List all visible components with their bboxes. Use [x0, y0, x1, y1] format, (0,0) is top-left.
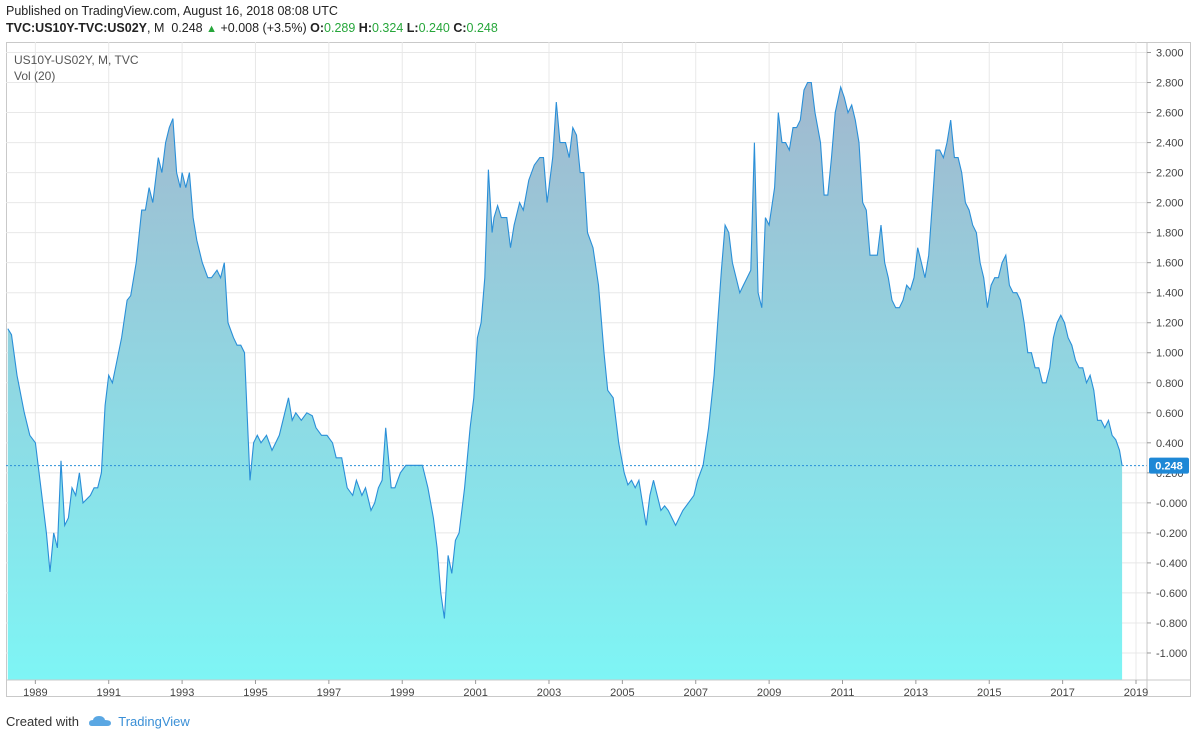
- legend-volume[interactable]: Vol (20): [14, 69, 56, 83]
- x-tick-label: 2009: [757, 687, 781, 699]
- interval-label[interactable]: M: [153, 21, 165, 35]
- y-tick-label: 2.600: [1156, 108, 1184, 120]
- y-tick-label: 1.200: [1156, 318, 1184, 330]
- y-tick-label: 1.600: [1156, 258, 1184, 270]
- high-value: 0.324: [372, 21, 404, 35]
- last-value-badge-label: 0.248: [1155, 461, 1183, 473]
- high-label: H:: [358, 21, 372, 35]
- y-tick-label: -0.200: [1156, 528, 1187, 540]
- area-fill: [7, 82, 1123, 680]
- y-axis[interactable]: 3.000 2.800 2.600 2.400 2.200 2.000 1.800 1.600…: [1146, 42, 1187, 697]
- x-tick-label: 1993: [170, 687, 194, 699]
- y-tick-label: 3.000: [1156, 48, 1184, 60]
- y-tick-label: -1.000: [1156, 648, 1187, 660]
- x-tick-label: 2017: [1050, 687, 1074, 699]
- x-tick-label: 2001: [463, 687, 487, 699]
- close-label: C:: [453, 21, 467, 35]
- y-tick-label: 2.200: [1156, 168, 1184, 180]
- y-tick-label: 0.800: [1156, 378, 1184, 390]
- series-line: [7, 81, 1123, 619]
- x-tick-label: 1995: [243, 687, 267, 699]
- last-value-badge: 0.248: [1149, 457, 1189, 474]
- tradingview-cloud-icon: [88, 716, 111, 726]
- x-tick-label: 2003: [537, 687, 561, 699]
- y-tick-label: -0.400: [1156, 558, 1187, 570]
- open-label: O:: [310, 21, 325, 35]
- published-note: Published on TradingView.com, August 16,…: [6, 4, 338, 18]
- x-tick-label: 1997: [317, 687, 341, 699]
- y-tick-label: 0.600: [1156, 408, 1184, 420]
- legend-series[interactable]: US10Y-US02Y, M, TVC: [14, 53, 139, 67]
- y-tick-label: 0.400: [1156, 438, 1184, 450]
- x-tick-label: 1989: [23, 687, 47, 699]
- up-arrow-icon: ▲: [206, 23, 217, 35]
- x-tick-label: 1991: [96, 687, 120, 699]
- y-tick-label: -0.000: [1156, 498, 1187, 510]
- last-price: 0.248: [171, 21, 203, 35]
- symbol-label[interactable]: TVC:US10Y-TVC:US02Y: [6, 21, 148, 35]
- price-change: +0.008 (+3.5%): [220, 21, 307, 35]
- chart-legend: US10Y-US02Y, M, TVC Vol (20): [14, 52, 139, 84]
- tradingview-brand[interactable]: TradingView: [118, 714, 190, 729]
- open-value: 0.289: [324, 21, 356, 35]
- y-tick-label: 1.000: [1156, 348, 1184, 360]
- x-axis[interactable]: 1989 1991 1993 1995 1997 1999 2001 2003 2005 2007…: [6, 679, 1191, 699]
- last-value-badge-bg: [1149, 457, 1189, 474]
- x-tick-label: 2011: [831, 687, 855, 699]
- y-tick-label: -0.800: [1156, 618, 1187, 630]
- x-tick-label: 2019: [1124, 687, 1148, 699]
- x-tick-label: 2007: [683, 687, 707, 699]
- y-tick-label: 2.400: [1156, 138, 1184, 150]
- y-tick-label: 1.400: [1156, 288, 1184, 300]
- quote-bar: TVC:US10Y-TVC:US02Y, M 0.248 ▲ +0.008 (+…: [6, 21, 498, 35]
- low-label: L:: [406, 21, 419, 35]
- x-tick-label: 1999: [390, 687, 414, 699]
- footer: Created with TradingView: [6, 714, 190, 729]
- x-tick-label: 2013: [904, 687, 928, 699]
- close-value: 0.248: [466, 21, 498, 35]
- y-tick-label: 2.800: [1156, 78, 1184, 90]
- y-tick-label: 1.800: [1156, 228, 1184, 240]
- x-tick-label: 2005: [610, 687, 634, 699]
- created-with-label: Created with: [6, 714, 79, 729]
- x-tick-label: 2015: [977, 687, 1001, 699]
- y-tick-label: -0.600: [1156, 588, 1187, 600]
- y-tick-label: 2.000: [1156, 198, 1184, 210]
- low-value: 0.240: [418, 21, 450, 35]
